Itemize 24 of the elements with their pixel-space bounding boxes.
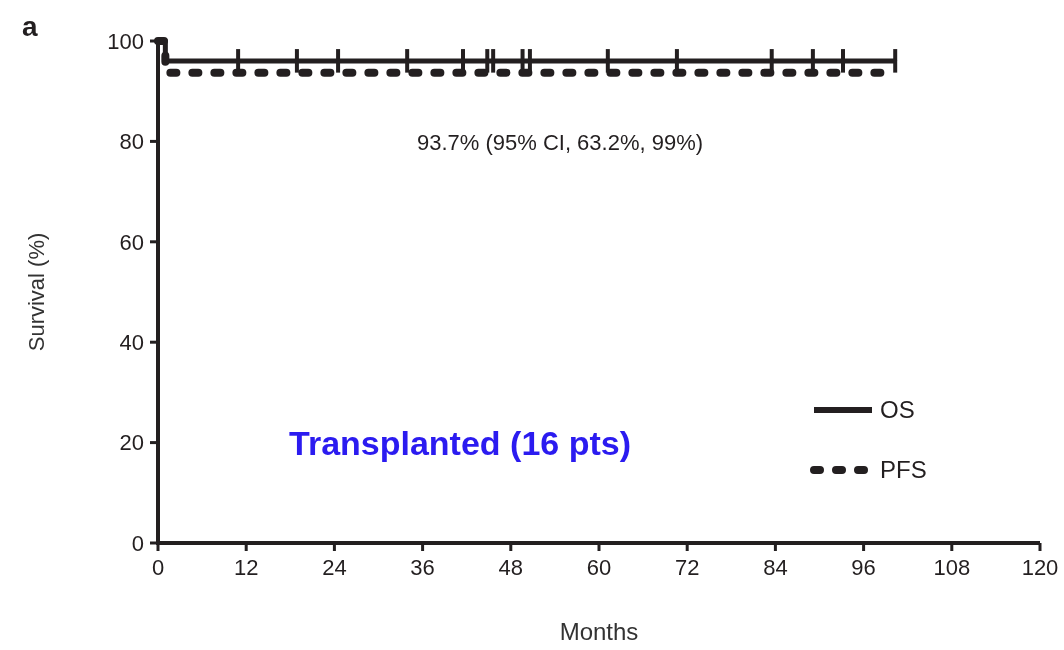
x-tick-label: 108 bbox=[933, 555, 971, 580]
y-tick-label: 20 bbox=[119, 430, 144, 456]
y-axis-title: Survival (%) bbox=[24, 232, 49, 352]
y-tick-label: 0 bbox=[131, 530, 144, 556]
x-tick-label: 12 bbox=[233, 555, 259, 580]
x-tick-label: 24 bbox=[322, 555, 347, 580]
annotation: Transplanted (16 pts) bbox=[289, 424, 631, 462]
x-tick-label: 48 bbox=[498, 555, 524, 580]
annotation: 93.7% (95% CI, 63.2%, 99%) bbox=[416, 130, 704, 155]
x-tick-label: 96 bbox=[851, 555, 876, 580]
legend-label: PFS bbox=[880, 456, 927, 484]
x-tick-label: 84 bbox=[763, 555, 788, 580]
y-tick-label: 40 bbox=[119, 329, 144, 355]
y-tick-label: 80 bbox=[119, 129, 144, 155]
y-tick-label: 60 bbox=[119, 229, 144, 255]
x-tick-label: 60 bbox=[586, 555, 612, 580]
x-tick-label: 72 bbox=[674, 555, 700, 580]
legend-label: OS bbox=[880, 396, 915, 424]
x-tick-label: 36 bbox=[410, 555, 435, 580]
chart-title: a bbox=[22, 11, 38, 42]
x-axis-title: Months bbox=[559, 618, 639, 645]
x-tick-label: 120 bbox=[1021, 555, 1059, 580]
x-tick-label: 0 bbox=[151, 555, 165, 580]
y-tick-label: 100 bbox=[107, 28, 144, 54]
